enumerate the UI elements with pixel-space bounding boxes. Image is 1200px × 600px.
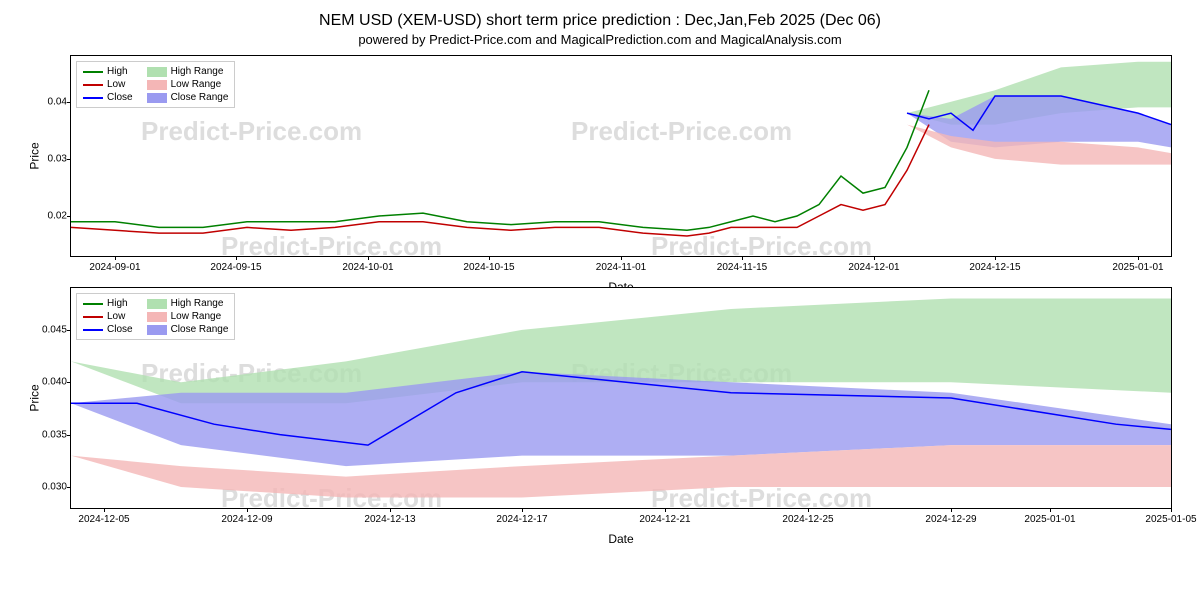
- series-high: [71, 90, 929, 230]
- xtick-mark: [115, 256, 116, 260]
- legend-line-swatch: [83, 329, 103, 331]
- series-low: [71, 125, 929, 236]
- legend-label: High: [107, 298, 128, 309]
- chart-top: Predict-Price.com Predict-Price.com Pred…: [70, 55, 1172, 257]
- xtick-mark: [247, 508, 248, 512]
- xtick-mark: [808, 508, 809, 512]
- xtick-mark: [1171, 508, 1172, 512]
- legend-patch-swatch: [147, 312, 167, 322]
- legend-item: High: [83, 66, 133, 77]
- xtick-mark: [665, 508, 666, 512]
- legend-item: Close Range: [147, 324, 229, 335]
- xtick-mark: [489, 256, 490, 260]
- chart-subtitle: powered by Predict-Price.com and Magical…: [10, 32, 1190, 47]
- legend-label: Close: [107, 324, 133, 335]
- chart-svg: [71, 288, 1171, 508]
- xtick-mark: [951, 508, 952, 512]
- legend-line-swatch: [83, 316, 103, 318]
- xtick-mark: [104, 508, 105, 512]
- legend-patch-swatch: [147, 325, 167, 335]
- legend: High Low Close High Range Low Range Close Ran…: [76, 61, 235, 108]
- xlabel-2: Date: [608, 532, 633, 546]
- legend-line-swatch: [83, 84, 103, 86]
- xtick-mark: [236, 256, 237, 260]
- xtick-mark: [874, 256, 875, 260]
- legend-label: Low: [107, 79, 125, 90]
- legend-label: Close Range: [171, 324, 229, 335]
- legend-item: Low Range: [147, 311, 229, 322]
- legend-patch-swatch: [147, 93, 167, 103]
- xtick-mark: [742, 256, 743, 260]
- legend-item: Low: [83, 311, 133, 322]
- legend-label: Close Range: [171, 92, 229, 103]
- legend: High Low Close High Range Low Range Close Ran…: [76, 293, 235, 340]
- legend-line-swatch: [83, 97, 103, 99]
- legend-label: High: [107, 66, 128, 77]
- legend-item: Low Range: [147, 79, 229, 90]
- legend-item: Close: [83, 92, 133, 103]
- legend-item: High Range: [147, 298, 229, 309]
- xtick-mark: [390, 508, 391, 512]
- legend-label: Close: [107, 92, 133, 103]
- legend-line-swatch: [83, 71, 103, 73]
- legend-label: High Range: [171, 298, 224, 309]
- chart-bottom: Predict-Price.com Predict-Price.com Pred…: [70, 287, 1172, 509]
- legend-patch-swatch: [147, 67, 167, 77]
- legend-patch-swatch: [147, 80, 167, 90]
- legend-line-swatch: [83, 303, 103, 305]
- xtick-mark: [995, 256, 996, 260]
- chart-svg: [71, 56, 1171, 256]
- legend-label: Low Range: [171, 311, 222, 322]
- legend-patch-swatch: [147, 299, 167, 309]
- xtick-mark: [522, 508, 523, 512]
- legend-item: Close Range: [147, 92, 229, 103]
- xtick-mark: [368, 256, 369, 260]
- xtick-mark: [1050, 508, 1051, 512]
- legend-item: Low: [83, 79, 133, 90]
- legend-item: High: [83, 298, 133, 309]
- xtick-mark: [1138, 256, 1139, 260]
- legend-label: Low: [107, 311, 125, 322]
- ylabel-2: Price: [28, 384, 42, 411]
- legend-item: High Range: [147, 66, 229, 77]
- ylabel-1: Price: [28, 142, 42, 169]
- chart-title: NEM USD (XEM-USD) short term price predi…: [10, 12, 1190, 30]
- legend-label: High Range: [171, 66, 224, 77]
- xtick-mark: [621, 256, 622, 260]
- legend-item: Close: [83, 324, 133, 335]
- legend-label: Low Range: [171, 79, 222, 90]
